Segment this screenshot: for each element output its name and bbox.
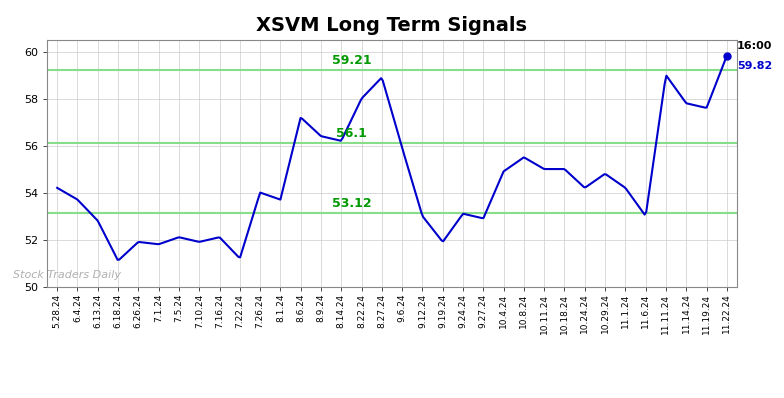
Text: 56.1: 56.1 [336,127,367,140]
Text: 53.12: 53.12 [332,197,372,210]
Text: Stock Traders Daily: Stock Traders Daily [13,269,122,279]
Text: 16:00: 16:00 [737,41,772,51]
Title: XSVM Long Term Signals: XSVM Long Term Signals [256,16,528,35]
Text: 59.82: 59.82 [737,60,772,71]
Text: 59.21: 59.21 [332,54,372,66]
